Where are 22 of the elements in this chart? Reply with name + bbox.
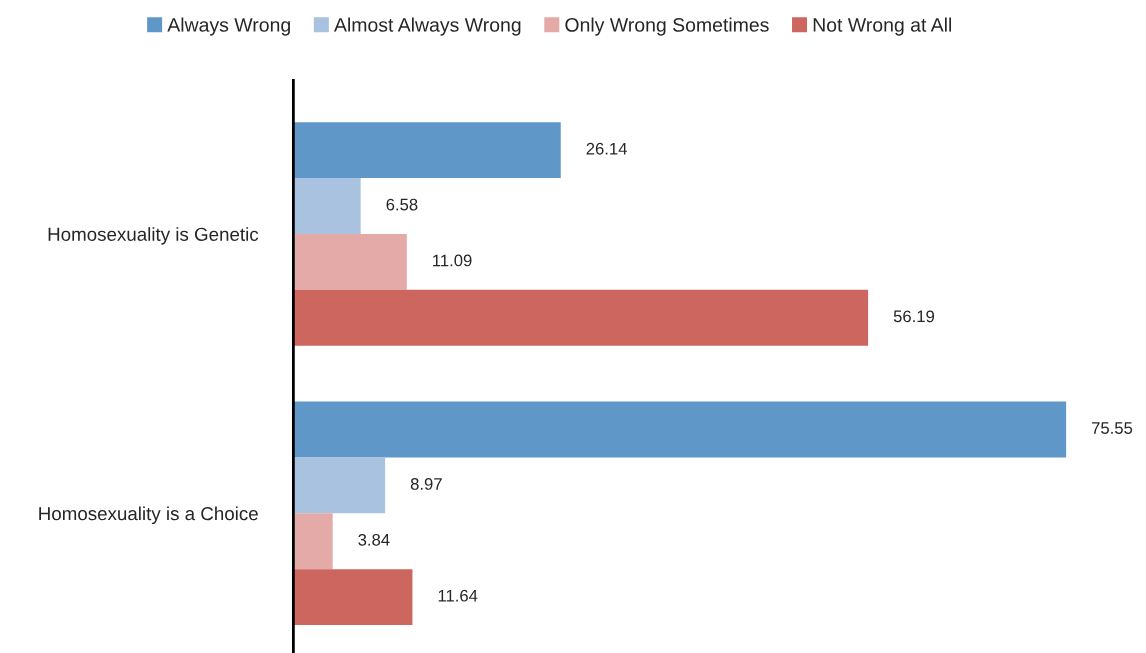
data-label: 6.58 xyxy=(386,198,418,211)
data-label: 3.84 xyxy=(358,533,390,546)
bar xyxy=(293,178,361,234)
legend-label: Almost Always Wrong xyxy=(334,17,521,36)
legend-label: Only Wrong Sometimes xyxy=(565,17,769,36)
y-tick-label: Homosexuality is Genetic xyxy=(48,227,259,245)
data-label: 11.64 xyxy=(438,589,478,602)
data-label: 56.19 xyxy=(893,310,935,323)
bar xyxy=(293,513,333,570)
data-label: 8.97 xyxy=(410,478,442,490)
bar xyxy=(293,122,561,179)
data-label: 11.09 xyxy=(433,254,472,267)
legend-label: Not Wrong at All xyxy=(813,17,952,36)
y-tick-label: Homosexuality is a Choice xyxy=(39,506,258,525)
bar xyxy=(293,401,1067,458)
data-label: 26.14 xyxy=(586,142,627,155)
bar xyxy=(293,233,407,290)
legend-label: Always Wrong xyxy=(167,17,290,36)
data-label: 75.55 xyxy=(1091,422,1133,434)
bar xyxy=(293,569,413,626)
bar xyxy=(293,457,386,514)
bar xyxy=(293,289,869,346)
